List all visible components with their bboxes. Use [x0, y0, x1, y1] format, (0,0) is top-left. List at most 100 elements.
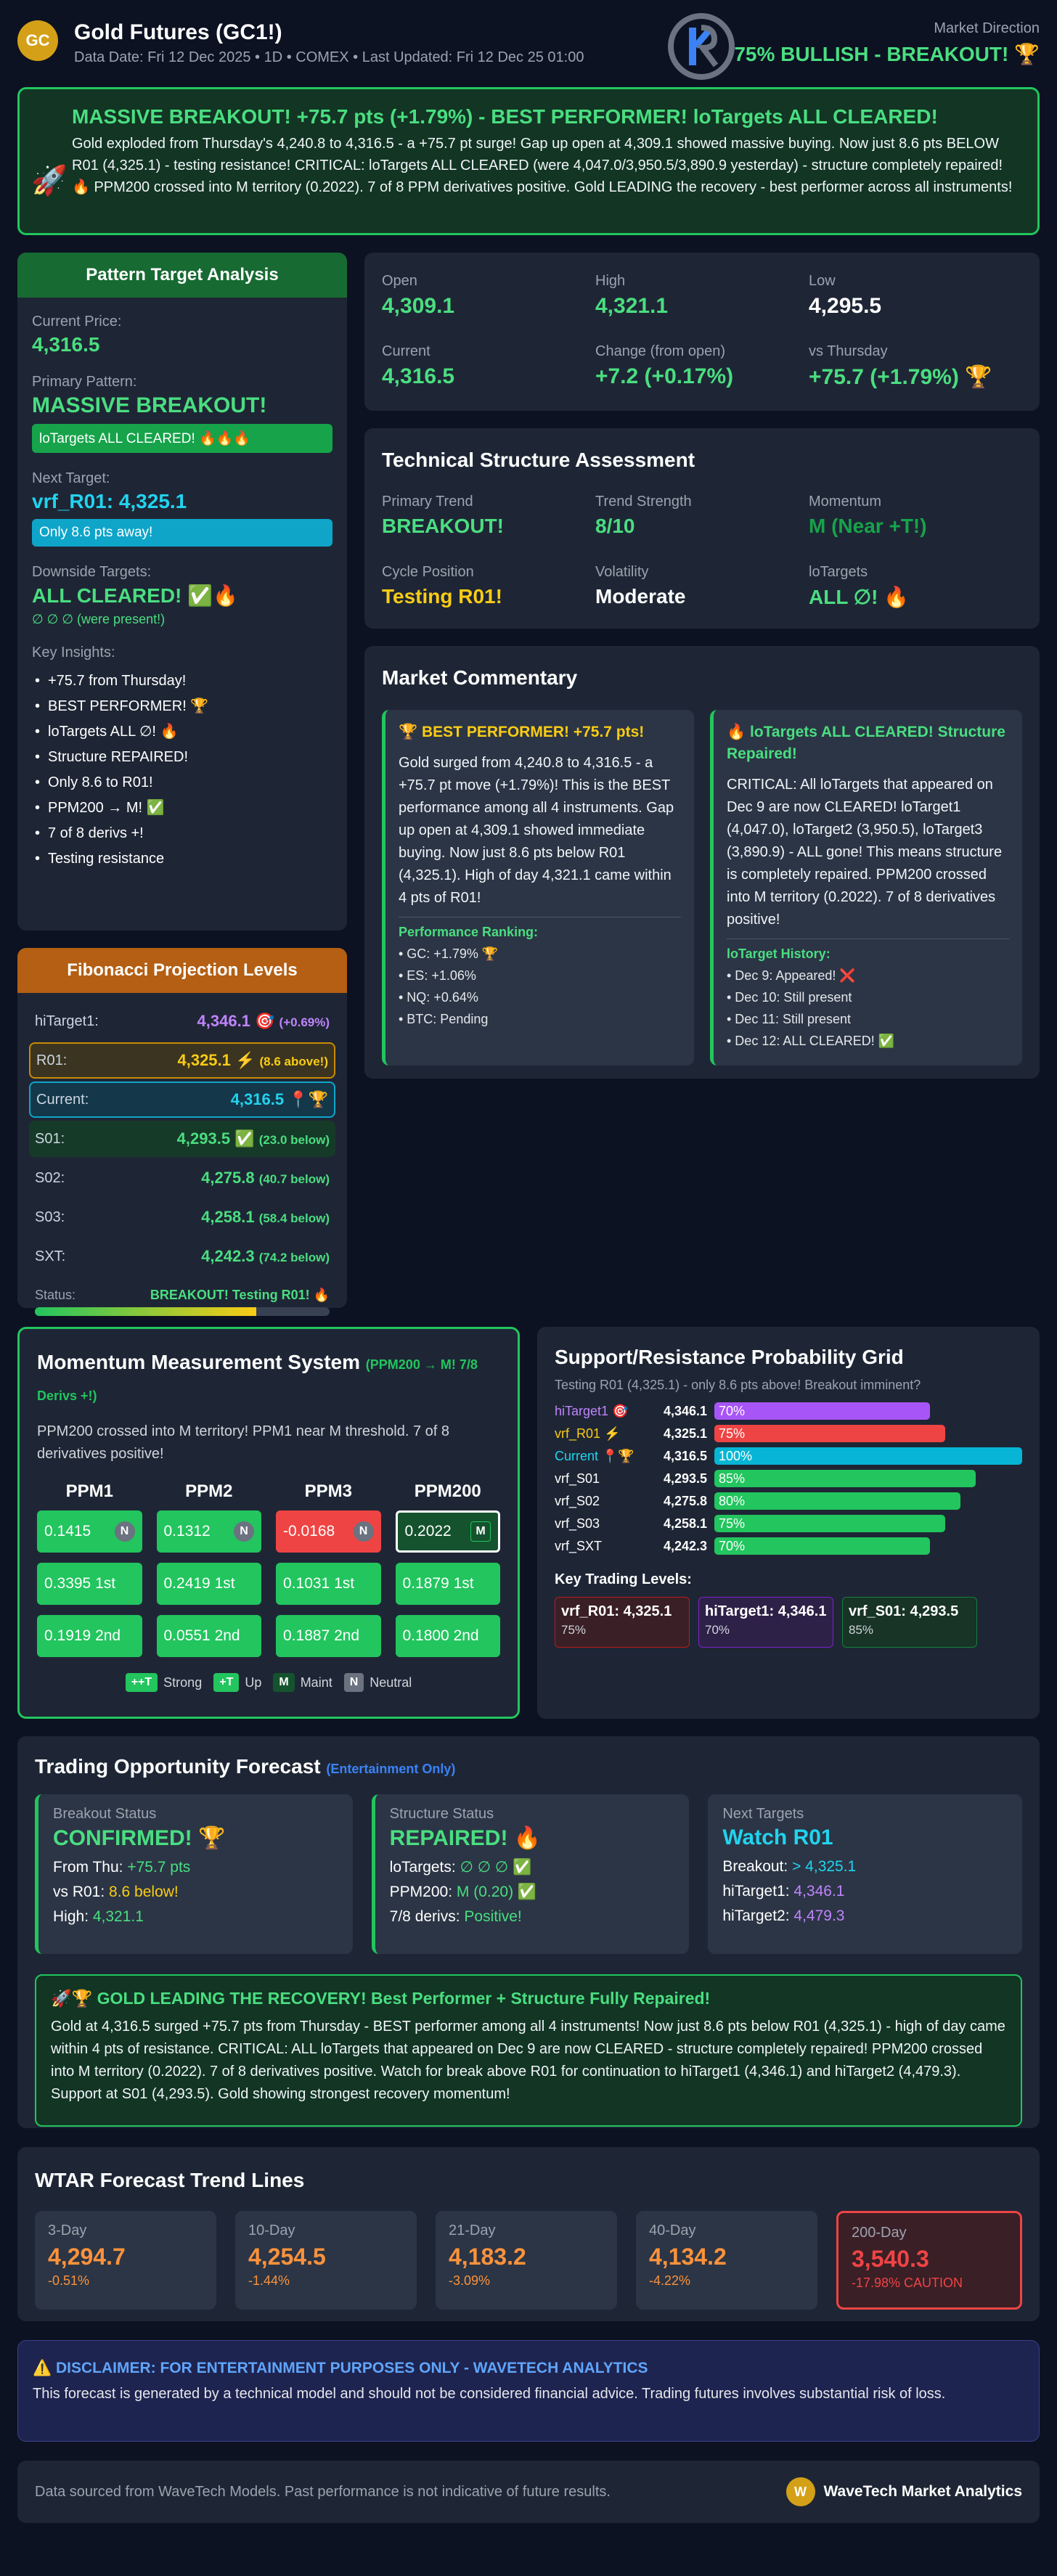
wtar-pct: -1.44%	[248, 2273, 290, 2288]
ppm-value: 0.1312	[163, 1523, 211, 1540]
wtar-card-21day: 21-Day 4,183.2 -3.09%	[436, 2211, 617, 2310]
row-label: Breakout:	[722, 1858, 793, 1875]
tech-label: Volatility	[595, 564, 649, 580]
wtar-value: 4,134.2	[649, 2244, 727, 2270]
key-level-pct: 75%	[561, 1623, 587, 1637]
legend-label: Maint	[300, 1675, 332, 1690]
wtar-card-10day: 10-Day 4,254.5 -1.44%	[235, 2211, 417, 2310]
level-value: 4,275.8	[663, 1493, 707, 1508]
commentary-card-lotargets: 🔥 loTargets ALL CLEARED! Structure Repai…	[710, 710, 1022, 1066]
level-value: 4,242.3	[663, 1538, 707, 1553]
direction-label: Market Direction	[934, 20, 1040, 36]
row-label: hiTarget1:	[722, 1883, 794, 1900]
brand-logo-icon	[668, 13, 735, 80]
commentary-panel: Market Commentary 🏆 BEST PERFORMER! +75.…	[364, 646, 1040, 1079]
fib-row-current: Current: 4,316.5 📍🏆	[29, 1081, 335, 1118]
level-name: vrf_S01	[555, 1471, 600, 1486]
support-title: Support/Resistance Probability Grid	[555, 1346, 904, 1368]
tech-value: Testing R01!	[382, 585, 502, 608]
level-name: vrf_SXT	[555, 1539, 603, 1553]
level-name: vrf_S03	[555, 1516, 600, 1531]
legend-label: Strong	[163, 1675, 203, 1690]
fib-value: 4,316.5 📍🏆	[230, 1090, 328, 1108]
wtar-label: 40-Day	[649, 2223, 696, 2238]
current-price-value: 4,316.5	[32, 333, 100, 356]
stat-value: +75.7 (+1.79%) 🏆	[809, 365, 992, 389]
fib-value: 4,293.5 ✅	[176, 1129, 255, 1148]
list-item: Testing resistance	[32, 846, 332, 872]
probability-row: vrf_R01 ⚡ 4,325.1 75%	[555, 1424, 1022, 1443]
technical-structure-panel: Technical Structure Assessment Primary T…	[364, 428, 1040, 629]
probability-bar: 100%	[714, 1447, 1022, 1465]
momentum-tag: (PPM200 → M! 7/8 Derivs +!)	[37, 1357, 478, 1403]
disclaimer: ⚠️ DISCLAIMER: FOR ENTERTAINMENT PURPOSE…	[17, 2340, 1040, 2442]
fibonacci-panel: Fibonacci Projection Levels hiTarget1: 4…	[17, 948, 347, 1316]
fib-status-bar	[35, 1307, 330, 1316]
key-level-name: vrf_S01: 4,293.5	[849, 1603, 959, 1619]
stat-value: 4,321.1	[595, 294, 669, 318]
level-name: Current 📍🏆	[555, 1449, 634, 1463]
list-item: BEST PERFORMER! 🏆	[32, 694, 332, 719]
row-label: From Thu:	[53, 1859, 128, 1876]
price-stats-panel: Open 4,309.1 High 4,321.1 Low 4,295.5 Curre…	[364, 253, 1040, 411]
wtar-card-3day: 3-Day 4,294.7 -0.51%	[35, 2211, 216, 2310]
ppm-value: 0.2419 1st	[163, 1575, 235, 1592]
tech-value: M (Near +T!)	[809, 515, 927, 537]
ppm-badge: N	[234, 1521, 254, 1542]
ppm-value: 0.1800 2nd	[402, 1627, 479, 1644]
legend-badge: N	[343, 1673, 364, 1692]
primary-pattern-label: Primary Pattern:	[32, 374, 137, 390]
current-price-label: Current Price:	[32, 314, 122, 330]
ppm-badge: N	[353, 1521, 374, 1542]
ppm-name: PPM2	[185, 1481, 233, 1501]
ppm-cell: 0.1031 1st	[276, 1563, 381, 1605]
ppm-cell: 0.1879 1st	[395, 1563, 500, 1605]
ppm-cell: 0.0551 2nd	[156, 1615, 261, 1657]
key-level-hitarget1: hiTarget1: 4,346.1 70%	[698, 1597, 833, 1648]
row-label: High:	[53, 1908, 93, 1925]
ppm-value: 0.1919 2nd	[44, 1627, 121, 1644]
row-value: 4,479.3	[793, 1908, 845, 1924]
legend-badge: +T	[213, 1673, 240, 1692]
rocket-icon: 🚀	[31, 165, 68, 197]
stat-label: Current	[382, 343, 430, 359]
momentum-title: Momentum Measurement System	[37, 1351, 361, 1373]
card-subtitle: Performance Ranking:	[399, 925, 539, 939]
list-item: • NQ: +0.64%	[399, 990, 478, 1005]
next-targets-card: Next Targets Watch R01 Breakout: > 4,325…	[708, 1794, 1023, 1954]
row-label: hiTarget2:	[722, 1908, 794, 1924]
wtar-pct: -17.98% CAUTION	[852, 2276, 963, 2290]
row-value: Positive!	[464, 1908, 522, 1925]
ppm-cell: 0.2419 1st	[156, 1563, 261, 1605]
fib-note: (58.4 below)	[258, 1211, 330, 1225]
row-label: vs R01:	[53, 1884, 110, 1900]
fib-note: (40.7 below)	[258, 1172, 330, 1186]
ppm-cell: -0.0168 N	[276, 1510, 381, 1553]
card-head: Watch R01	[722, 1825, 833, 1849]
page-title: Gold Futures (GC1!)	[74, 20, 282, 44]
pattern-panel-title: Pattern Target Analysis	[17, 253, 347, 298]
ppm-cell: 0.1919 2nd	[37, 1615, 142, 1657]
fib-status-value: BREAKOUT! Testing R01! 🔥	[150, 1288, 330, 1302]
level-value: 4,346.1	[663, 1403, 707, 1418]
ppm-cell: 0.1312 N	[156, 1510, 261, 1553]
level-name: hiTarget1 🎯	[555, 1404, 629, 1418]
fib-value: 4,325.1 ⚡	[177, 1051, 256, 1069]
ppm-name: PPM3	[304, 1481, 352, 1501]
probability-bar: 85%	[714, 1470, 976, 1487]
breakout-status-card: Breakout Status CONFIRMED! 🏆 From Thu: +…	[35, 1794, 353, 1954]
row-value: > 4,325.1	[792, 1858, 857, 1875]
probability-track: 75%	[714, 1425, 1022, 1442]
opportunity-panel: Trading Opportunity Forecast (Entertainm…	[17, 1736, 1040, 2128]
row-value: ∅ ∅ ∅ ✅	[460, 1859, 532, 1876]
list-item: Only 8.6 to R01!	[32, 770, 332, 796]
opportunity-tag: (Entertainment Only)	[326, 1762, 456, 1776]
footer: Data sourced from WaveTech Models. Past …	[17, 2461, 1040, 2523]
wtar-card-200day: 200-Day 3,540.3 -17.98% CAUTION	[836, 2211, 1022, 2310]
tech-value: 8/10	[595, 515, 635, 537]
wtar-card-40day: 40-Day 4,134.2 -4.22%	[636, 2211, 817, 2310]
legend-badge: ++T	[125, 1673, 158, 1692]
card-label: Breakout Status	[53, 1806, 157, 1822]
recovery-text: Gold at 4,316.5 surged +75.7 pts from Th…	[51, 2019, 1005, 2102]
key-level-name: hiTarget1: 4,346.1	[705, 1603, 827, 1619]
